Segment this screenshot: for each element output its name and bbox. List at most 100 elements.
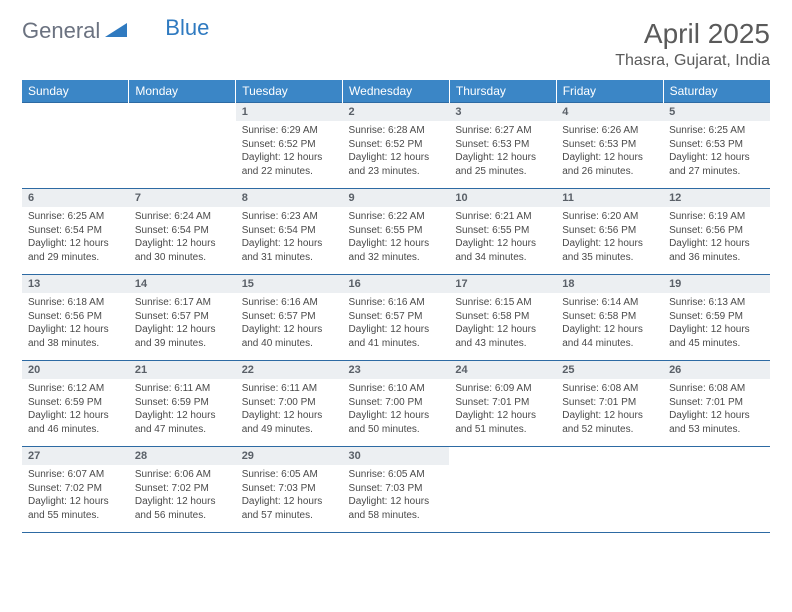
calendar-week-row: 1Sunrise: 6:29 AMSunset: 6:52 PMDaylight… xyxy=(22,103,770,189)
day-number: 29 xyxy=(236,447,343,465)
day-details: Sunrise: 6:17 AMSunset: 6:57 PMDaylight:… xyxy=(129,293,236,354)
calendar-day-cell: 15Sunrise: 6:16 AMSunset: 6:57 PMDayligh… xyxy=(236,275,343,361)
day-number: 27 xyxy=(22,447,129,465)
day-number: 11 xyxy=(556,189,663,207)
calendar-day-cell: 16Sunrise: 6:16 AMSunset: 6:57 PMDayligh… xyxy=(343,275,450,361)
calendar-day-cell: 21Sunrise: 6:11 AMSunset: 6:59 PMDayligh… xyxy=(129,361,236,447)
calendar-day-cell: 30Sunrise: 6:05 AMSunset: 7:03 PMDayligh… xyxy=(343,447,450,533)
calendar-day-cell: 8Sunrise: 6:23 AMSunset: 6:54 PMDaylight… xyxy=(236,189,343,275)
calendar-day-cell: 23Sunrise: 6:10 AMSunset: 7:00 PMDayligh… xyxy=(343,361,450,447)
day-details: Sunrise: 6:23 AMSunset: 6:54 PMDaylight:… xyxy=(236,207,343,268)
day-details: Sunrise: 6:22 AMSunset: 6:55 PMDaylight:… xyxy=(343,207,450,268)
calendar-day-cell: 28Sunrise: 6:06 AMSunset: 7:02 PMDayligh… xyxy=(129,447,236,533)
day-details: Sunrise: 6:05 AMSunset: 7:03 PMDaylight:… xyxy=(236,465,343,526)
calendar-week-row: 27Sunrise: 6:07 AMSunset: 7:02 PMDayligh… xyxy=(22,447,770,533)
day-number: 7 xyxy=(129,189,236,207)
day-details: Sunrise: 6:12 AMSunset: 6:59 PMDaylight:… xyxy=(22,379,129,440)
calendar-day-cell: 12Sunrise: 6:19 AMSunset: 6:56 PMDayligh… xyxy=(663,189,770,275)
page-title: April 2025 xyxy=(615,18,770,50)
logo: General Blue xyxy=(22,18,209,44)
weekday-header: Saturday xyxy=(663,80,770,103)
day-details: Sunrise: 6:18 AMSunset: 6:56 PMDaylight:… xyxy=(22,293,129,354)
calendar-day-cell xyxy=(449,447,556,533)
calendar-day-cell: 24Sunrise: 6:09 AMSunset: 7:01 PMDayligh… xyxy=(449,361,556,447)
calendar-day-cell: 11Sunrise: 6:20 AMSunset: 6:56 PMDayligh… xyxy=(556,189,663,275)
calendar-day-cell xyxy=(556,447,663,533)
day-number: 9 xyxy=(343,189,450,207)
calendar-day-cell xyxy=(22,103,129,189)
day-number: 28 xyxy=(129,447,236,465)
calendar-day-cell: 17Sunrise: 6:15 AMSunset: 6:58 PMDayligh… xyxy=(449,275,556,361)
calendar-week-row: 6Sunrise: 6:25 AMSunset: 6:54 PMDaylight… xyxy=(22,189,770,275)
day-number: 10 xyxy=(449,189,556,207)
day-number: 5 xyxy=(663,103,770,121)
calendar-day-cell: 26Sunrise: 6:08 AMSunset: 7:01 PMDayligh… xyxy=(663,361,770,447)
day-details: Sunrise: 6:16 AMSunset: 6:57 PMDaylight:… xyxy=(343,293,450,354)
calendar-body: 1Sunrise: 6:29 AMSunset: 6:52 PMDaylight… xyxy=(22,103,770,533)
day-details: Sunrise: 6:24 AMSunset: 6:54 PMDaylight:… xyxy=(129,207,236,268)
calendar-day-cell: 4Sunrise: 6:26 AMSunset: 6:53 PMDaylight… xyxy=(556,103,663,189)
calendar-day-cell: 3Sunrise: 6:27 AMSunset: 6:53 PMDaylight… xyxy=(449,103,556,189)
day-details: Sunrise: 6:11 AMSunset: 7:00 PMDaylight:… xyxy=(236,379,343,440)
calendar-day-cell: 5Sunrise: 6:25 AMSunset: 6:53 PMDaylight… xyxy=(663,103,770,189)
day-number: 21 xyxy=(129,361,236,379)
day-details: Sunrise: 6:08 AMSunset: 7:01 PMDaylight:… xyxy=(556,379,663,440)
day-details: Sunrise: 6:08 AMSunset: 7:01 PMDaylight:… xyxy=(663,379,770,440)
calendar-day-cell: 13Sunrise: 6:18 AMSunset: 6:56 PMDayligh… xyxy=(22,275,129,361)
day-details: Sunrise: 6:05 AMSunset: 7:03 PMDaylight:… xyxy=(343,465,450,526)
day-number: 30 xyxy=(343,447,450,465)
day-number: 20 xyxy=(22,361,129,379)
weekday-header: Thursday xyxy=(449,80,556,103)
day-details: Sunrise: 6:28 AMSunset: 6:52 PMDaylight:… xyxy=(343,121,450,182)
day-details: Sunrise: 6:21 AMSunset: 6:55 PMDaylight:… xyxy=(449,207,556,268)
day-details: Sunrise: 6:26 AMSunset: 6:53 PMDaylight:… xyxy=(556,121,663,182)
day-details: Sunrise: 6:07 AMSunset: 7:02 PMDaylight:… xyxy=(22,465,129,526)
day-number: 1 xyxy=(236,103,343,121)
calendar-head: SundayMondayTuesdayWednesdayThursdayFrid… xyxy=(22,80,770,103)
day-number: 19 xyxy=(663,275,770,293)
day-details: Sunrise: 6:09 AMSunset: 7:01 PMDaylight:… xyxy=(449,379,556,440)
calendar-day-cell xyxy=(129,103,236,189)
day-details: Sunrise: 6:06 AMSunset: 7:02 PMDaylight:… xyxy=(129,465,236,526)
logo-text-blue: Blue xyxy=(165,15,209,41)
weekday-header: Wednesday xyxy=(343,80,450,103)
calendar-day-cell: 19Sunrise: 6:13 AMSunset: 6:59 PMDayligh… xyxy=(663,275,770,361)
calendar-table: SundayMondayTuesdayWednesdayThursdayFrid… xyxy=(22,80,770,533)
day-number: 14 xyxy=(129,275,236,293)
day-number: 23 xyxy=(343,361,450,379)
header: General Blue April 2025 Thasra, Gujarat,… xyxy=(22,18,770,70)
day-number: 16 xyxy=(343,275,450,293)
weekday-header: Monday xyxy=(129,80,236,103)
logo-triangle-icon xyxy=(105,21,127,42)
day-details: Sunrise: 6:14 AMSunset: 6:58 PMDaylight:… xyxy=(556,293,663,354)
day-details: Sunrise: 6:27 AMSunset: 6:53 PMDaylight:… xyxy=(449,121,556,182)
calendar-day-cell: 2Sunrise: 6:28 AMSunset: 6:52 PMDaylight… xyxy=(343,103,450,189)
calendar-day-cell: 6Sunrise: 6:25 AMSunset: 6:54 PMDaylight… xyxy=(22,189,129,275)
calendar-day-cell: 25Sunrise: 6:08 AMSunset: 7:01 PMDayligh… xyxy=(556,361,663,447)
weekday-header: Sunday xyxy=(22,80,129,103)
day-details: Sunrise: 6:15 AMSunset: 6:58 PMDaylight:… xyxy=(449,293,556,354)
day-number: 2 xyxy=(343,103,450,121)
calendar-week-row: 20Sunrise: 6:12 AMSunset: 6:59 PMDayligh… xyxy=(22,361,770,447)
calendar-day-cell: 20Sunrise: 6:12 AMSunset: 6:59 PMDayligh… xyxy=(22,361,129,447)
location-text: Thasra, Gujarat, India xyxy=(615,52,770,70)
day-number: 6 xyxy=(22,189,129,207)
day-number: 3 xyxy=(449,103,556,121)
day-number: 8 xyxy=(236,189,343,207)
calendar-week-row: 13Sunrise: 6:18 AMSunset: 6:56 PMDayligh… xyxy=(22,275,770,361)
calendar-day-cell: 9Sunrise: 6:22 AMSunset: 6:55 PMDaylight… xyxy=(343,189,450,275)
day-details: Sunrise: 6:13 AMSunset: 6:59 PMDaylight:… xyxy=(663,293,770,354)
day-number: 24 xyxy=(449,361,556,379)
day-details: Sunrise: 6:29 AMSunset: 6:52 PMDaylight:… xyxy=(236,121,343,182)
day-details: Sunrise: 6:19 AMSunset: 6:56 PMDaylight:… xyxy=(663,207,770,268)
weekday-header: Friday xyxy=(556,80,663,103)
day-number: 13 xyxy=(22,275,129,293)
day-number: 15 xyxy=(236,275,343,293)
title-block: April 2025 Thasra, Gujarat, India xyxy=(615,18,770,70)
day-number: 22 xyxy=(236,361,343,379)
day-number: 4 xyxy=(556,103,663,121)
day-details: Sunrise: 6:11 AMSunset: 6:59 PMDaylight:… xyxy=(129,379,236,440)
calendar-day-cell: 14Sunrise: 6:17 AMSunset: 6:57 PMDayligh… xyxy=(129,275,236,361)
day-details: Sunrise: 6:25 AMSunset: 6:54 PMDaylight:… xyxy=(22,207,129,268)
day-details: Sunrise: 6:25 AMSunset: 6:53 PMDaylight:… xyxy=(663,121,770,182)
